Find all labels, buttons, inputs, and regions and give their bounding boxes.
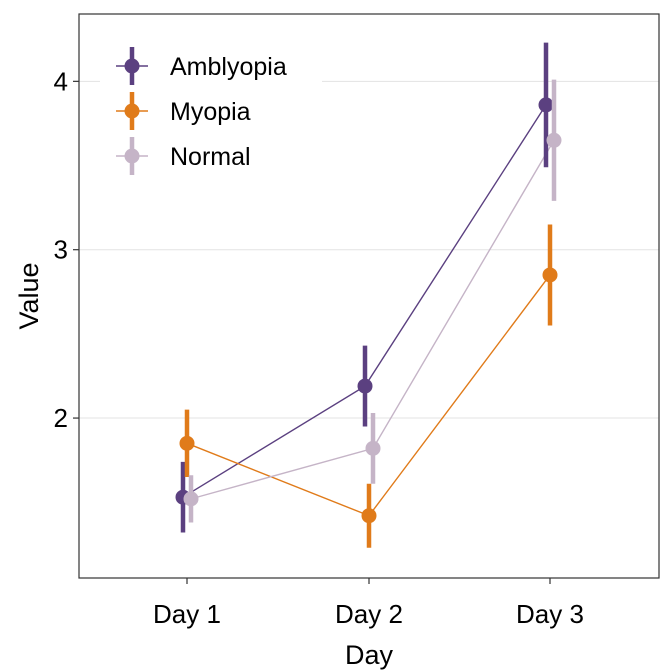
x-tick-label: Day 2 (335, 599, 403, 629)
data-point (538, 97, 554, 113)
data-point (542, 267, 558, 283)
legend-label: Myopia (170, 98, 251, 126)
series-marks-amblyopia (175, 42, 554, 533)
legend-key-point (124, 148, 140, 164)
y-tick-label: 2 (54, 403, 68, 433)
data-point (361, 508, 377, 524)
y-axis-title: Value (14, 262, 44, 329)
x-tick-label: Day 3 (516, 599, 584, 629)
data-point (546, 132, 562, 148)
series-layer (175, 42, 562, 548)
series-line-myopia (186, 274, 551, 517)
axis-ticks: 2 3 4 Day 1 Day 2 Day 3 (54, 66, 584, 629)
series-myopia (186, 274, 551, 517)
legend-key-point (124, 58, 140, 74)
legend-label: Normal (170, 143, 251, 171)
y-tick-label: 4 (54, 66, 68, 96)
x-axis-title: Day (345, 640, 394, 670)
data-point (179, 435, 195, 451)
legend: Amblyopia Myopia Normal (100, 38, 322, 180)
data-point (365, 440, 381, 456)
series-marks-normal (183, 79, 562, 523)
data-point (183, 491, 199, 507)
data-point (357, 378, 373, 394)
y-tick-label: 3 (54, 235, 68, 265)
x-tick-label: Day 1 (153, 599, 221, 629)
legend-label: Amblyopia (170, 53, 287, 81)
series-marks-myopia (179, 224, 558, 548)
legend-key-point (124, 103, 140, 119)
